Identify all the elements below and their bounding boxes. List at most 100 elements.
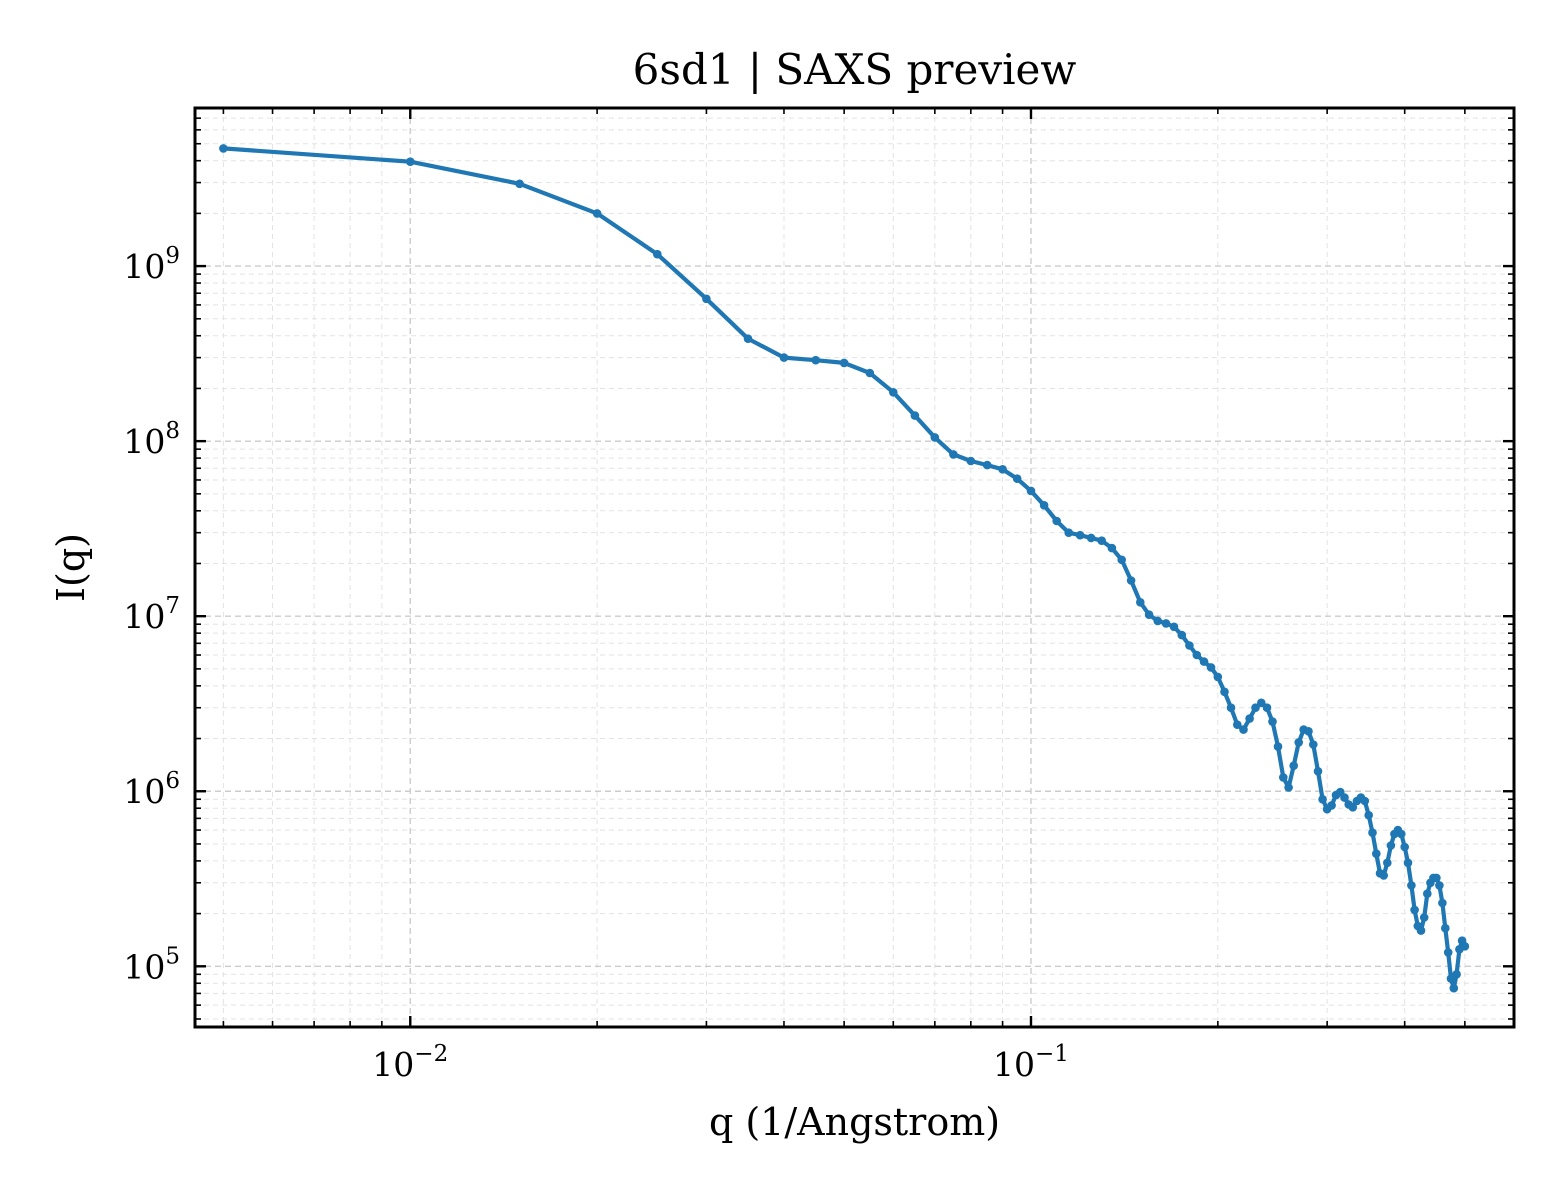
data-point (1403, 858, 1413, 868)
data-point (1117, 555, 1126, 565)
data-point (1206, 663, 1216, 672)
data-point (982, 460, 992, 470)
data-point (1153, 616, 1162, 626)
data-point (1177, 630, 1187, 640)
data-point (1441, 923, 1450, 933)
data-point (1304, 727, 1313, 736)
data-point (1318, 795, 1327, 804)
data-point (1245, 714, 1254, 723)
data-point (1309, 740, 1318, 749)
data-point (1416, 926, 1426, 935)
data-point (1289, 761, 1298, 770)
data-point (1039, 501, 1049, 510)
chart-title: 6sd1 | SAXS preview (633, 45, 1077, 94)
data-point (515, 179, 524, 189)
data-point (1279, 773, 1288, 782)
data-point (1169, 622, 1179, 632)
data-point (1233, 720, 1242, 729)
data-point (1460, 942, 1470, 951)
data-point (910, 411, 920, 420)
data-point (1251, 703, 1260, 712)
data-point (1443, 948, 1453, 957)
series-group (219, 144, 1470, 993)
y-tick-label: 107 (123, 593, 180, 636)
data-point (1213, 672, 1223, 682)
data-point (1294, 738, 1303, 747)
y-tick-label: 108 (123, 418, 180, 461)
grid-lines (195, 107, 1514, 1027)
data-point (1449, 983, 1459, 993)
data-point (839, 358, 849, 368)
data-point (1161, 619, 1171, 628)
y-tick-label: 105 (123, 943, 180, 986)
plot-frame (193, 106, 1516, 1029)
data-point (1226, 703, 1236, 712)
data-point (1284, 783, 1293, 792)
data-point (219, 144, 228, 153)
data-point (1410, 905, 1419, 915)
data-point (1026, 486, 1036, 496)
data-point (743, 334, 753, 344)
data-point (1364, 810, 1373, 820)
data-point (1239, 725, 1248, 734)
x-tick-label: 10−1 (993, 1041, 1069, 1084)
data-point (1144, 610, 1154, 619)
data-point (1075, 530, 1085, 540)
data-point (1262, 703, 1272, 712)
data-point (865, 368, 875, 378)
data-point (930, 433, 940, 442)
y-axis-label: I(q) (49, 533, 93, 602)
data-point (1012, 474, 1022, 484)
data-point (592, 209, 602, 218)
data-point (1185, 641, 1194, 650)
data-point (1340, 793, 1349, 802)
data-point (1097, 536, 1106, 545)
x-tick-label: 10−2 (372, 1041, 448, 1084)
data-point (779, 353, 789, 362)
data-point (406, 157, 415, 166)
data-point (889, 388, 898, 397)
y-tick-label: 106 (123, 768, 180, 811)
series-line (221, 146, 1468, 991)
data-point (1086, 533, 1096, 543)
data-point (1407, 881, 1416, 890)
data-point (1386, 841, 1396, 850)
data-point (702, 294, 711, 304)
data-point (1126, 576, 1136, 585)
data-point (1452, 970, 1461, 979)
data-point (1273, 742, 1283, 751)
data-point (949, 450, 958, 459)
y-tick-label: 109 (123, 243, 180, 286)
data-point (1257, 698, 1266, 708)
data-point (1348, 803, 1358, 812)
data-point (1400, 842, 1409, 852)
data-point (1313, 767, 1323, 776)
data-point (1435, 881, 1444, 890)
data-point (1107, 543, 1117, 553)
data-point (653, 249, 662, 259)
data-point (1220, 687, 1229, 697)
data-point (1360, 796, 1370, 806)
data-point (1052, 516, 1061, 526)
data-point (1268, 717, 1277, 726)
data-point (1432, 873, 1441, 883)
data-point (811, 355, 820, 365)
data-point (966, 456, 976, 466)
data-point (1423, 889, 1432, 898)
data-point (1372, 849, 1381, 858)
data-point (1327, 801, 1336, 810)
data-point (1397, 829, 1406, 839)
data-point (1199, 657, 1209, 666)
data-point (1379, 871, 1388, 880)
data-point (1419, 913, 1429, 922)
data-point (1438, 898, 1447, 908)
data-point (1136, 598, 1145, 607)
data-point (1064, 528, 1073, 537)
data-point (1368, 828, 1377, 837)
data-point (1383, 858, 1392, 868)
data-point (998, 465, 1007, 474)
data-point (1192, 650, 1202, 660)
x-axis-label: q (1/Angstrom) (709, 1100, 1000, 1144)
